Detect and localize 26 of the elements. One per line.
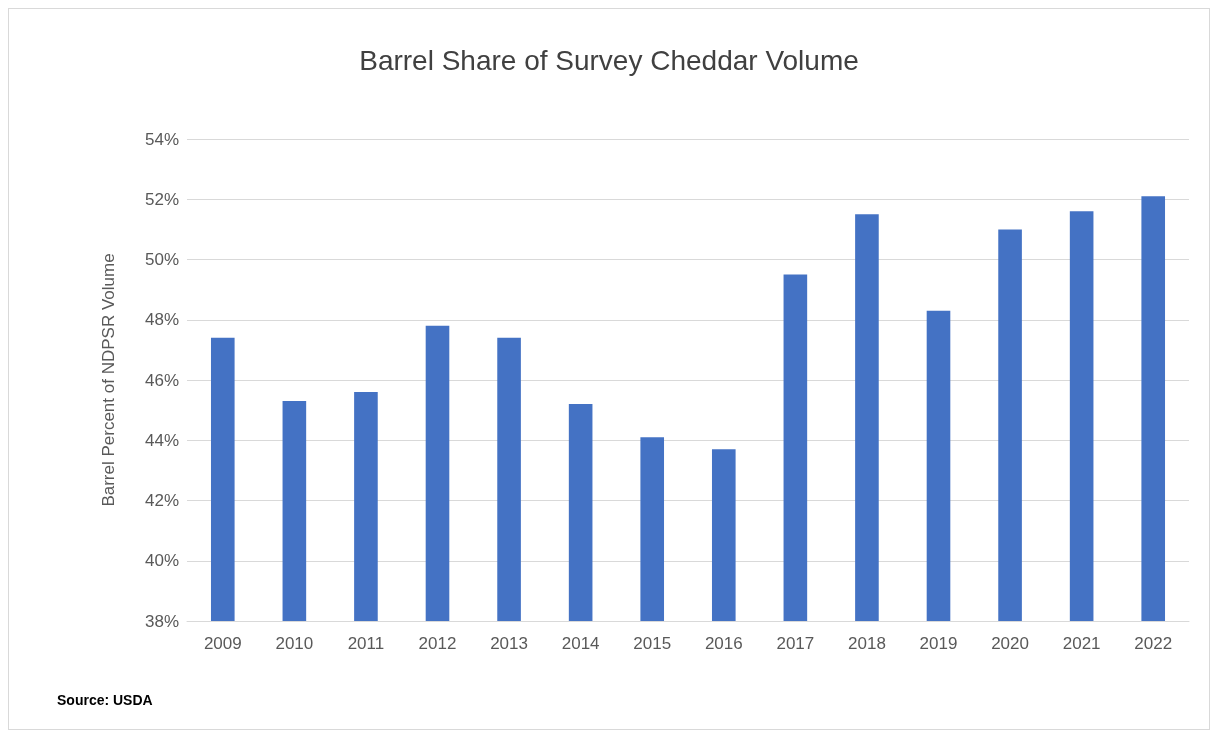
y-tick-label: 38%	[144, 611, 179, 631]
x-tick-label: 2019	[919, 634, 958, 653]
x-tick-label: 2017	[776, 634, 815, 653]
x-tick-label: 2013	[490, 634, 528, 653]
y-tick-label: 48%	[144, 310, 179, 330]
x-tick-label: 2021	[1062, 634, 1101, 653]
y-tick-label: 42%	[144, 491, 179, 510]
x-tick-label: 2012	[418, 634, 457, 653]
y-tick-label: 46%	[144, 370, 179, 390]
y-tick-label: 44%	[144, 430, 179, 450]
x-tick-label: 2020	[991, 634, 1029, 653]
x-tick-label: 2010	[275, 634, 314, 653]
x-tick-label: 2009	[203, 634, 242, 653]
y-tick-label: 52%	[144, 189, 179, 209]
chart-title: Barrel Share of Survey Cheddar Volume	[359, 44, 859, 76]
x-tick-label: 2015	[633, 634, 672, 653]
y-tick-label: 50%	[144, 250, 179, 269]
x-tick-label: 2011	[347, 634, 385, 653]
x-tick-label: 2022	[1134, 634, 1173, 653]
y-tick-label: 54%	[144, 129, 179, 149]
y-axis-title: Barrel Percent of NDPSR Volume	[99, 253, 118, 507]
x-tick-label: 2014	[561, 634, 600, 653]
x-tick-label: 2016	[704, 634, 743, 653]
source-note: Source: USDA	[57, 692, 153, 708]
y-tick-label: 40%	[144, 551, 179, 571]
x-tick-label: 2018	[848, 634, 886, 653]
